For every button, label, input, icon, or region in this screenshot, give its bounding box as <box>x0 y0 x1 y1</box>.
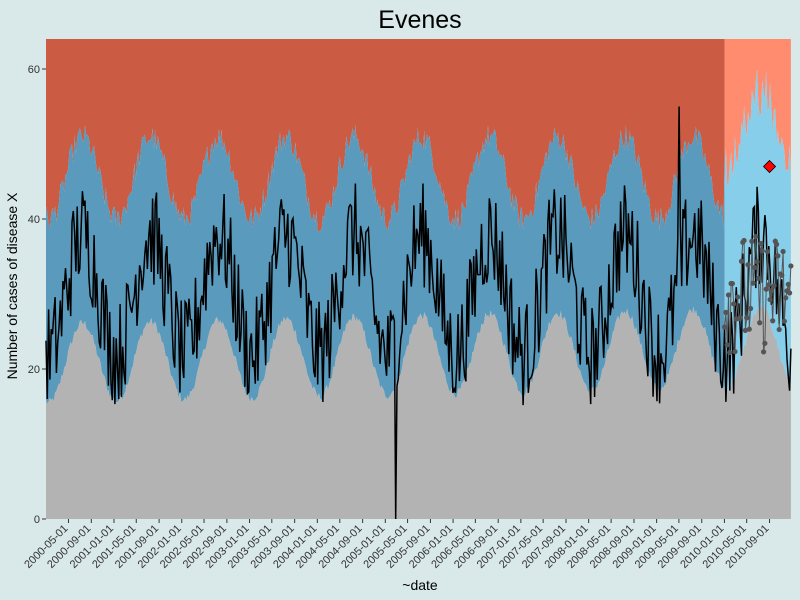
y-axis-title: Number of cases of disease X <box>4 192 20 379</box>
alert-region-historic <box>46 39 725 232</box>
plot-area <box>45 39 794 520</box>
y-tick-label: 0 <box>34 514 40 526</box>
y-tick-label: 40 <box>28 214 40 226</box>
normal-range-band-forecast <box>724 69 791 392</box>
alert-region-forecast <box>724 39 791 185</box>
baseline-band <box>46 304 791 519</box>
forecast-points <box>721 233 794 356</box>
forecast-points-line <box>724 236 792 353</box>
x-axis-title: ~date <box>402 577 438 593</box>
chart-title: Evenes <box>378 6 461 34</box>
outbreak-point-marker <box>762 159 777 174</box>
y-axis: 0 20 40 60 <box>28 64 46 526</box>
x-axis: 2000-05-012000-09-012001-01-012001-05-01… <box>22 519 772 571</box>
y-tick-label: 20 <box>28 364 40 376</box>
observed-cases-line <box>45 106 792 520</box>
y-tick-label: 60 <box>28 64 40 76</box>
